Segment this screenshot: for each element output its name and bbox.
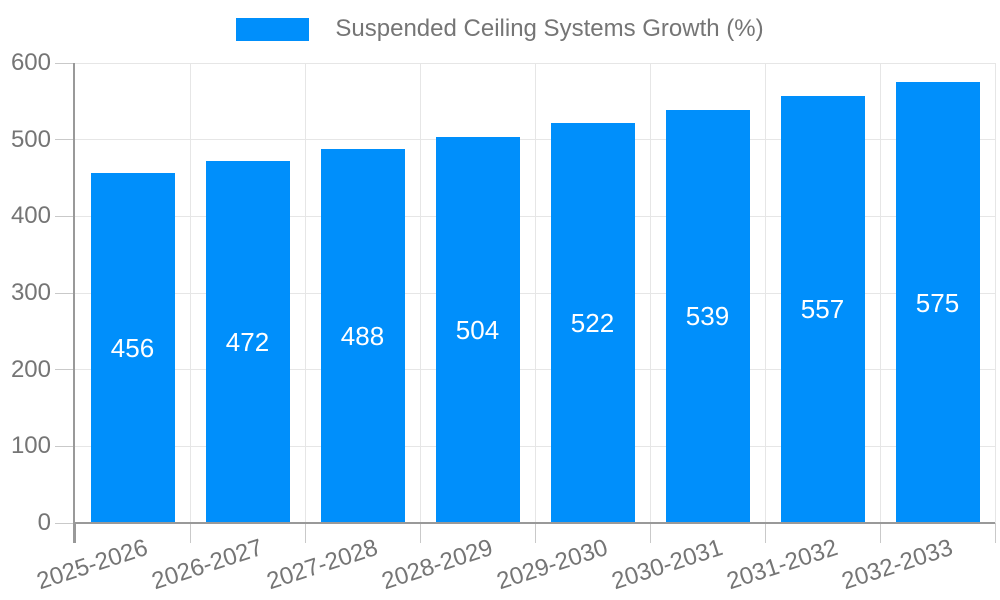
- v-gridline: [419, 63, 421, 523]
- bar[interactable]: [895, 82, 980, 523]
- y-tick: [55, 445, 73, 447]
- v-gridline: [304, 63, 306, 523]
- x-axis-line: [73, 522, 995, 524]
- bar-value-label: 539: [685, 301, 730, 332]
- legend[interactable]: Suspended Ceiling Systems Growth (%): [0, 16, 1000, 42]
- y-tick-label: 300: [10, 279, 51, 306]
- y-tick: [55, 292, 73, 294]
- bar[interactable]: [435, 136, 520, 523]
- v-gridline: [649, 63, 651, 523]
- y-tick-label: 600: [10, 49, 51, 76]
- bar-value-label: 522: [570, 307, 615, 338]
- y-tick: [55, 369, 73, 371]
- x-tick: [74, 523, 76, 543]
- bar-value-label: 575: [915, 287, 960, 318]
- x-tick: [649, 523, 651, 543]
- x-tick: [304, 523, 306, 543]
- y-tick-label: 200: [10, 355, 51, 383]
- plot-area: 0 100 200 300 400 500 600 456 2025-2026 472 2026-2…: [11, 50, 996, 595]
- bar-value-label: 472: [225, 327, 270, 358]
- y-tick-label: 0: [37, 509, 51, 536]
- x-tick-label: 2028-2029: [378, 534, 496, 596]
- bar[interactable]: [550, 122, 635, 523]
- x-tick: [764, 523, 766, 543]
- v-gridline: [879, 63, 881, 523]
- y-axis-line: [73, 63, 75, 543]
- bar[interactable]: [320, 148, 405, 523]
- bar-value-label: 456: [110, 333, 155, 364]
- x-tick-label: 2032-2033: [838, 534, 956, 596]
- bar-value-label: 488: [340, 320, 385, 351]
- x-tick: [419, 523, 421, 543]
- bar[interactable]: [205, 161, 290, 523]
- v-gridline: [189, 63, 191, 523]
- x-tick-label: 2025-2026: [33, 534, 151, 596]
- bar[interactable]: [780, 95, 865, 523]
- legend-swatch: [236, 17, 310, 41]
- x-tick: [879, 523, 881, 543]
- y-tick: [55, 215, 73, 217]
- legend-label: Suspended Ceiling Systems Growth (%): [335, 15, 764, 42]
- x-tick-label: 2026-2027: [148, 534, 266, 596]
- y-tick: [55, 139, 73, 141]
- bar[interactable]: [90, 173, 175, 523]
- x-tick-label: 2031-2032: [723, 534, 841, 596]
- x-tick-label: 2030-2031: [608, 534, 726, 596]
- x-tick-label: 2027-2028: [263, 534, 381, 596]
- v-gridline: [764, 63, 766, 523]
- x-tick: [534, 523, 536, 543]
- y-tick-label: 500: [10, 125, 51, 153]
- bar[interactable]: [665, 109, 750, 523]
- x-tick: [994, 523, 996, 543]
- v-gridline: [534, 63, 536, 523]
- x-tick: [189, 523, 191, 543]
- v-gridline: [994, 63, 996, 523]
- x-tick-label: 2029-2030: [493, 534, 611, 596]
- y-tick: [55, 62, 73, 64]
- y-tick-label: 400: [10, 202, 51, 230]
- bar-value-label: 504: [455, 314, 500, 345]
- y-tick: [55, 522, 73, 524]
- y-tick-label: 100: [10, 432, 51, 460]
- bar-value-label: 557: [800, 294, 845, 325]
